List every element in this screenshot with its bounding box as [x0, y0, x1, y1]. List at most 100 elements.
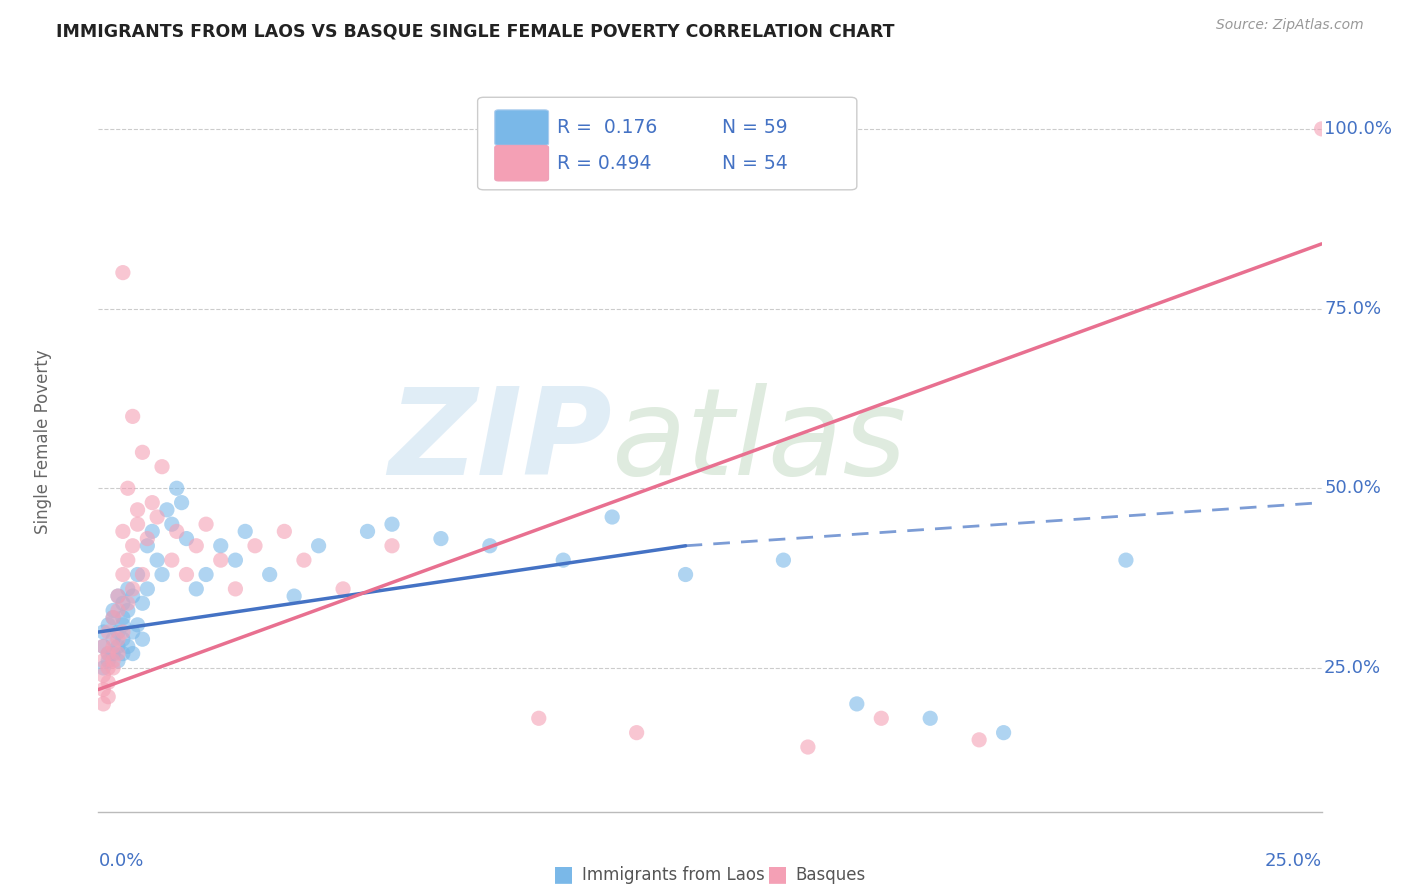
- Text: R =  0.176: R = 0.176: [557, 118, 658, 137]
- Text: 50.0%: 50.0%: [1324, 479, 1381, 497]
- Point: [308, 539, 330, 553]
- Point: [553, 553, 575, 567]
- Text: Source: ZipAtlas.com: Source: ZipAtlas.com: [1216, 18, 1364, 32]
- Point: [91, 654, 114, 668]
- Point: [111, 266, 134, 280]
- Text: Single Female Poverty: Single Female Poverty: [34, 350, 52, 533]
- Point: [91, 640, 114, 654]
- Point: [259, 567, 281, 582]
- Point: [224, 582, 246, 596]
- Point: [107, 632, 129, 647]
- Point: [127, 503, 149, 517]
- Text: 25.0%: 25.0%: [1264, 853, 1322, 871]
- Text: atlas: atlas: [612, 383, 907, 500]
- Text: R = 0.494: R = 0.494: [557, 153, 651, 173]
- Point: [131, 567, 153, 582]
- Point: [292, 553, 315, 567]
- Point: [101, 610, 124, 624]
- Point: [91, 668, 114, 682]
- Point: [121, 647, 143, 661]
- Point: [107, 640, 129, 654]
- Point: [156, 503, 179, 517]
- Point: [97, 617, 120, 632]
- Point: [91, 625, 114, 640]
- Point: [131, 596, 153, 610]
- Point: [97, 690, 120, 704]
- Point: [107, 654, 129, 668]
- Point: [195, 567, 218, 582]
- Point: [111, 625, 134, 640]
- Point: [111, 524, 134, 539]
- Point: [101, 661, 124, 675]
- Point: [430, 532, 453, 546]
- Point: [111, 596, 134, 610]
- Point: [121, 625, 143, 640]
- Point: [101, 632, 124, 647]
- Point: [97, 647, 120, 661]
- Point: [166, 524, 188, 539]
- Point: [233, 524, 256, 539]
- Point: [136, 539, 159, 553]
- Point: [797, 739, 820, 754]
- Point: [160, 517, 183, 532]
- Point: [845, 697, 868, 711]
- Text: 0.0%: 0.0%: [98, 853, 143, 871]
- Point: [117, 553, 139, 567]
- Point: [224, 553, 246, 567]
- Point: [127, 517, 149, 532]
- Point: [101, 647, 124, 661]
- Point: [675, 567, 697, 582]
- Point: [107, 589, 129, 603]
- Point: [273, 524, 295, 539]
- Point: [136, 582, 159, 596]
- Text: ZIP: ZIP: [388, 383, 612, 500]
- Text: N = 54: N = 54: [723, 153, 787, 173]
- Point: [101, 654, 124, 668]
- Point: [121, 582, 143, 596]
- Point: [141, 524, 163, 539]
- Point: [101, 640, 124, 654]
- Point: [127, 617, 149, 632]
- Point: [107, 647, 129, 661]
- Point: [136, 532, 159, 546]
- Text: ■: ■: [553, 864, 574, 885]
- Point: [209, 553, 232, 567]
- Point: [91, 682, 114, 697]
- Point: [101, 610, 124, 624]
- Point: [920, 711, 942, 725]
- Point: [117, 640, 139, 654]
- Point: [127, 567, 149, 582]
- Point: [195, 517, 218, 532]
- Point: [121, 409, 143, 424]
- Point: [117, 481, 139, 495]
- Point: [160, 553, 183, 567]
- Text: Immigrants from Laos: Immigrants from Laos: [582, 865, 765, 884]
- Point: [97, 625, 120, 640]
- Point: [186, 582, 208, 596]
- Text: 100.0%: 100.0%: [1324, 120, 1392, 138]
- Point: [146, 510, 169, 524]
- Point: [131, 445, 153, 459]
- Point: [97, 654, 120, 668]
- Point: [107, 589, 129, 603]
- Point: [121, 539, 143, 553]
- Point: [107, 625, 129, 640]
- Point: [97, 647, 120, 661]
- Point: [111, 647, 134, 661]
- Point: [117, 596, 139, 610]
- Point: [527, 711, 550, 725]
- Point: [381, 539, 404, 553]
- Text: N = 59: N = 59: [723, 118, 787, 137]
- Point: [91, 697, 114, 711]
- Text: 75.0%: 75.0%: [1324, 300, 1381, 318]
- Point: [600, 510, 623, 524]
- Point: [356, 524, 378, 539]
- Point: [141, 495, 163, 509]
- Point: [117, 603, 139, 617]
- Point: [117, 582, 139, 596]
- Text: IMMIGRANTS FROM LAOS VS BASQUE SINGLE FEMALE POVERTY CORRELATION CHART: IMMIGRANTS FROM LAOS VS BASQUE SINGLE FE…: [56, 22, 894, 40]
- Point: [101, 603, 124, 617]
- Point: [186, 539, 208, 553]
- Point: [150, 567, 173, 582]
- Point: [111, 632, 134, 647]
